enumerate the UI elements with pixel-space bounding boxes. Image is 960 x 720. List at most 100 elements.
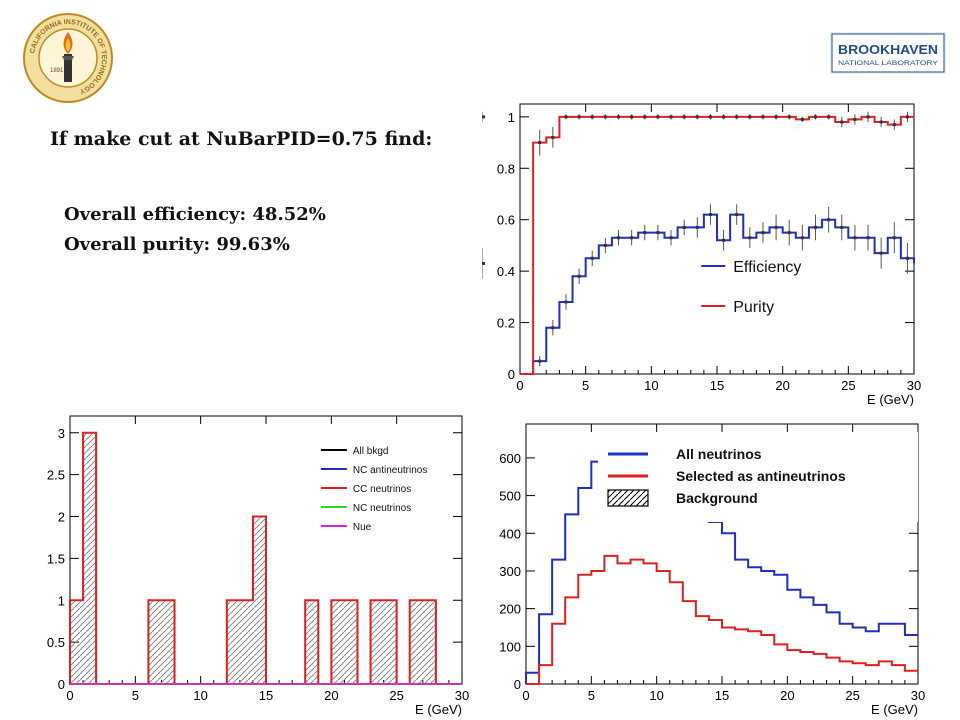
x-tick-label: 15: [715, 688, 729, 703]
data-point: [643, 231, 647, 235]
overall-purity-text: Overall purity: 99.63%: [64, 234, 290, 255]
data-point: [590, 256, 594, 260]
y-tick-label: 1: [508, 110, 515, 125]
data-point: [551, 135, 555, 139]
data-point: [892, 236, 896, 240]
x-tick-label: 30: [907, 378, 921, 393]
data-point: [577, 274, 581, 278]
data-point: [853, 236, 857, 240]
data-point: [630, 115, 634, 119]
data-point: [564, 115, 568, 119]
data-point: [787, 115, 791, 119]
legend-label: CC neutrinos: [353, 484, 411, 495]
data-point: [482, 115, 485, 119]
data-point: [840, 225, 844, 229]
x-tick-label: 0: [516, 378, 523, 393]
data-point: [800, 117, 804, 121]
x-tick-label: 10: [644, 378, 658, 393]
series-line-selected-as-antineutrinos: [526, 554, 918, 685]
background-breakdown-chart: 0 5 10 15 20 25 30 0 0.5 1 1.5 2 2.5 3 E (GeV) All bkgd…: [47, 415, 469, 717]
y-tick-label: 2: [58, 510, 65, 525]
data-point: [814, 115, 817, 119]
data-point: [827, 115, 831, 119]
bnl-logo-subtitle: NATIONAL LABORATORY: [838, 61, 938, 67]
data-point: [708, 213, 712, 217]
legend-label: All neutrinos: [676, 446, 762, 462]
data-point: [905, 115, 909, 119]
data-point: [748, 236, 752, 240]
brookhaven-logo: BROOKHAVEN NATIONAL LABORATORY: [830, 32, 946, 74]
y-tick-label: 3: [58, 426, 65, 441]
data-point: [774, 115, 778, 119]
efficiency-purity-chart: 0 5 10 15 20 25 30 0 0.2 0.4 0.6 0.8 1 E (GeV) Efficie…: [482, 103, 921, 406]
x-tick-label: 0: [66, 688, 73, 703]
data-point: [761, 115, 765, 119]
bnl-logo-name: BROOKHAVEN: [838, 42, 938, 57]
legend-label: Background: [676, 490, 758, 506]
y-tick-label: 0.8: [497, 161, 515, 176]
legend-label: NC antineutrinos: [353, 465, 427, 476]
y-tick-label: 100: [499, 639, 521, 654]
y-tick-label: 0.2: [497, 316, 515, 331]
data-point: [538, 141, 542, 145]
data-point: [551, 326, 555, 330]
overall-efficiency-text: Overall efficiency: 48.52%: [64, 204, 326, 225]
data-point: [840, 120, 844, 124]
x-axis-label: E (GeV): [867, 392, 914, 406]
data-point: [695, 225, 699, 229]
data-point: [892, 123, 896, 127]
data-point: [643, 115, 647, 119]
y-tick-label: 200: [499, 602, 521, 617]
data-point: [682, 115, 686, 119]
data-point: [787, 231, 791, 235]
data-point: [630, 236, 634, 240]
x-tick-label: 20: [775, 378, 789, 393]
data-point: [695, 115, 699, 119]
y-tick-label: 1.5: [47, 551, 65, 566]
legend-label: Purity: [733, 299, 774, 316]
y-tick-label: 0: [508, 367, 515, 382]
x-tick-label: 30: [911, 688, 925, 703]
legend-label: Selected as antineutrinos: [676, 468, 846, 484]
x-tick-label: 30: [455, 688, 469, 703]
data-point: [564, 300, 568, 304]
data-point: [866, 236, 870, 240]
data-point: [669, 236, 673, 240]
data-point: [617, 236, 620, 240]
y-tick-label: 2.5: [47, 468, 65, 483]
data-point: [577, 115, 581, 119]
data-point: [722, 115, 726, 119]
data-point: [617, 115, 620, 119]
y-tick-label: 0: [514, 677, 521, 692]
legend-label: All bkgd: [353, 446, 389, 457]
seal-year: 1891: [50, 68, 64, 74]
y-tick-label: 0.5: [47, 635, 65, 650]
data-point: [774, 225, 778, 229]
x-tick-label: 5: [132, 688, 139, 703]
x-tick-label: 10: [649, 688, 663, 703]
x-tick-label: 5: [588, 688, 595, 703]
data-point: [905, 256, 909, 260]
data-point: [761, 231, 765, 235]
data-point: [603, 115, 607, 119]
data-point: [482, 261, 485, 265]
y-tick-label: 600: [499, 451, 521, 466]
data-point: [879, 251, 883, 255]
data-point: [538, 359, 542, 363]
legend-label: NC neutrinos: [353, 503, 411, 514]
x-tick-label: 25: [389, 688, 403, 703]
legend-box: [598, 432, 918, 522]
data-point: [735, 213, 739, 217]
series-line-efficiency: [520, 213, 915, 375]
data-point: [590, 115, 594, 119]
data-point: [800, 236, 804, 240]
x-axis-label: E (GeV): [871, 702, 918, 717]
y-tick-label: 500: [499, 489, 521, 504]
slide-headline: If make cut at NuBarPID=0.75 find:: [50, 128, 433, 150]
x-tick-label: 20: [324, 688, 338, 703]
caltech-seal-logo: CALIFORNIA INSTITUTE OF TECHNOLOGY 1891: [23, 13, 113, 103]
x-tick-label: 15: [259, 688, 273, 703]
y-tick-label: 0.6: [497, 213, 515, 228]
data-point: [708, 115, 712, 119]
